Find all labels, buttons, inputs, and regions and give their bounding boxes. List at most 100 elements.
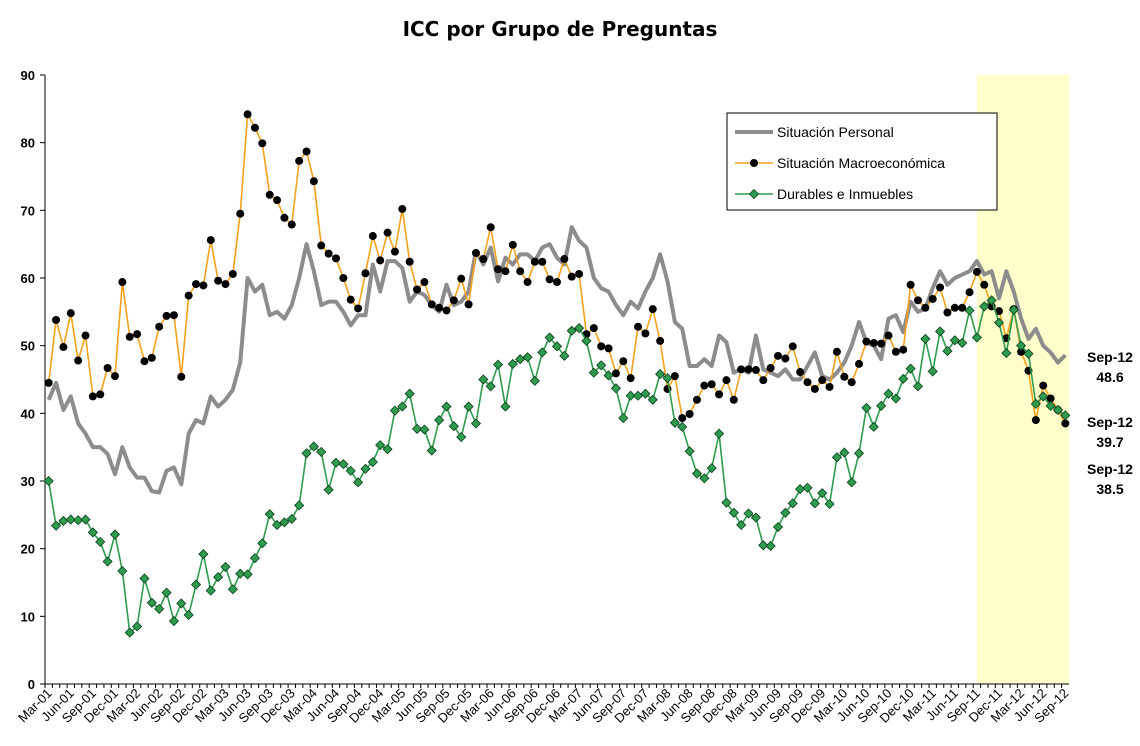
marker: [928, 294, 937, 303]
marker: [905, 363, 916, 374]
marker: [677, 421, 688, 432]
marker: [132, 621, 143, 632]
marker: [375, 440, 386, 451]
marker: [331, 254, 340, 263]
marker: [825, 382, 834, 391]
y-tick-label: 80: [21, 136, 35, 151]
chart-title: ICC por Grupo de Preguntas: [403, 17, 718, 41]
marker: [419, 424, 430, 435]
marker: [575, 269, 584, 278]
annotation-value: 48.6: [1096, 369, 1123, 385]
marker: [235, 568, 246, 579]
marker: [213, 572, 224, 583]
marker: [492, 359, 504, 370]
marker: [647, 394, 658, 405]
marker: [965, 288, 974, 297]
marker: [743, 508, 754, 519]
y-tick-label: 60: [21, 271, 35, 286]
marker: [367, 456, 378, 468]
marker: [43, 475, 54, 487]
marker: [853, 448, 865, 459]
marker: [95, 536, 106, 547]
marker: [449, 296, 458, 305]
marker: [317, 241, 326, 250]
marker: [294, 500, 305, 511]
marker: [766, 363, 775, 372]
marker: [508, 240, 517, 249]
marker: [214, 276, 223, 285]
marker: [471, 248, 480, 257]
marker: [986, 295, 997, 306]
marker: [523, 278, 532, 287]
marker: [199, 281, 208, 290]
marker: [118, 278, 127, 287]
marker: [964, 305, 975, 316]
marker: [832, 347, 841, 356]
marker: [338, 459, 349, 470]
marker: [161, 587, 172, 598]
y-tick-label: 70: [21, 203, 35, 218]
marker: [441, 401, 452, 412]
marker: [279, 517, 290, 528]
marker: [117, 565, 128, 577]
marker: [273, 196, 282, 205]
marker: [648, 305, 657, 314]
marker: [765, 540, 776, 552]
marker: [824, 498, 835, 510]
marker: [758, 540, 769, 551]
marker: [206, 236, 215, 245]
marker: [448, 421, 459, 432]
marker: [559, 350, 570, 361]
marker: [486, 223, 495, 232]
marker: [831, 452, 843, 463]
marker: [566, 325, 577, 336]
marker: [640, 388, 651, 399]
marker: [125, 332, 134, 341]
marker: [700, 381, 709, 390]
marker: [1031, 416, 1040, 425]
marker: [287, 220, 296, 229]
marker: [397, 401, 408, 412]
marker: [574, 323, 585, 334]
marker: [198, 549, 209, 560]
marker: [133, 330, 142, 339]
marker: [58, 515, 69, 526]
marker: [286, 513, 297, 524]
y-tick-label: 10: [21, 609, 35, 624]
marker: [242, 569, 253, 580]
marker: [868, 421, 879, 432]
marker: [729, 395, 738, 404]
marker: [611, 369, 620, 378]
marker: [302, 147, 311, 156]
marker: [478, 374, 489, 385]
marker: [139, 573, 150, 584]
marker: [1008, 304, 1019, 315]
marker: [899, 345, 908, 354]
y-tick-label: 30: [21, 474, 35, 489]
legend-marker: [748, 188, 760, 200]
marker: [1039, 381, 1048, 390]
marker: [979, 301, 990, 312]
marker: [353, 477, 364, 488]
marker: [434, 415, 445, 426]
marker: [154, 603, 165, 614]
marker: [102, 556, 113, 567]
marker: [88, 392, 97, 401]
marker: [147, 353, 156, 362]
marker: [265, 190, 274, 199]
marker: [993, 317, 1005, 328]
marker: [670, 372, 679, 381]
marker: [912, 381, 924, 392]
marker: [802, 482, 813, 493]
legend-label: Situación Personal: [777, 124, 894, 140]
marker: [507, 358, 518, 370]
marker: [1046, 394, 1055, 403]
marker: [958, 303, 967, 312]
marker: [390, 247, 399, 256]
y-tick-label: 0: [28, 677, 35, 692]
marker: [774, 351, 783, 360]
marker: [74, 356, 83, 365]
marker: [626, 374, 635, 383]
y-tick-label: 90: [21, 68, 35, 83]
